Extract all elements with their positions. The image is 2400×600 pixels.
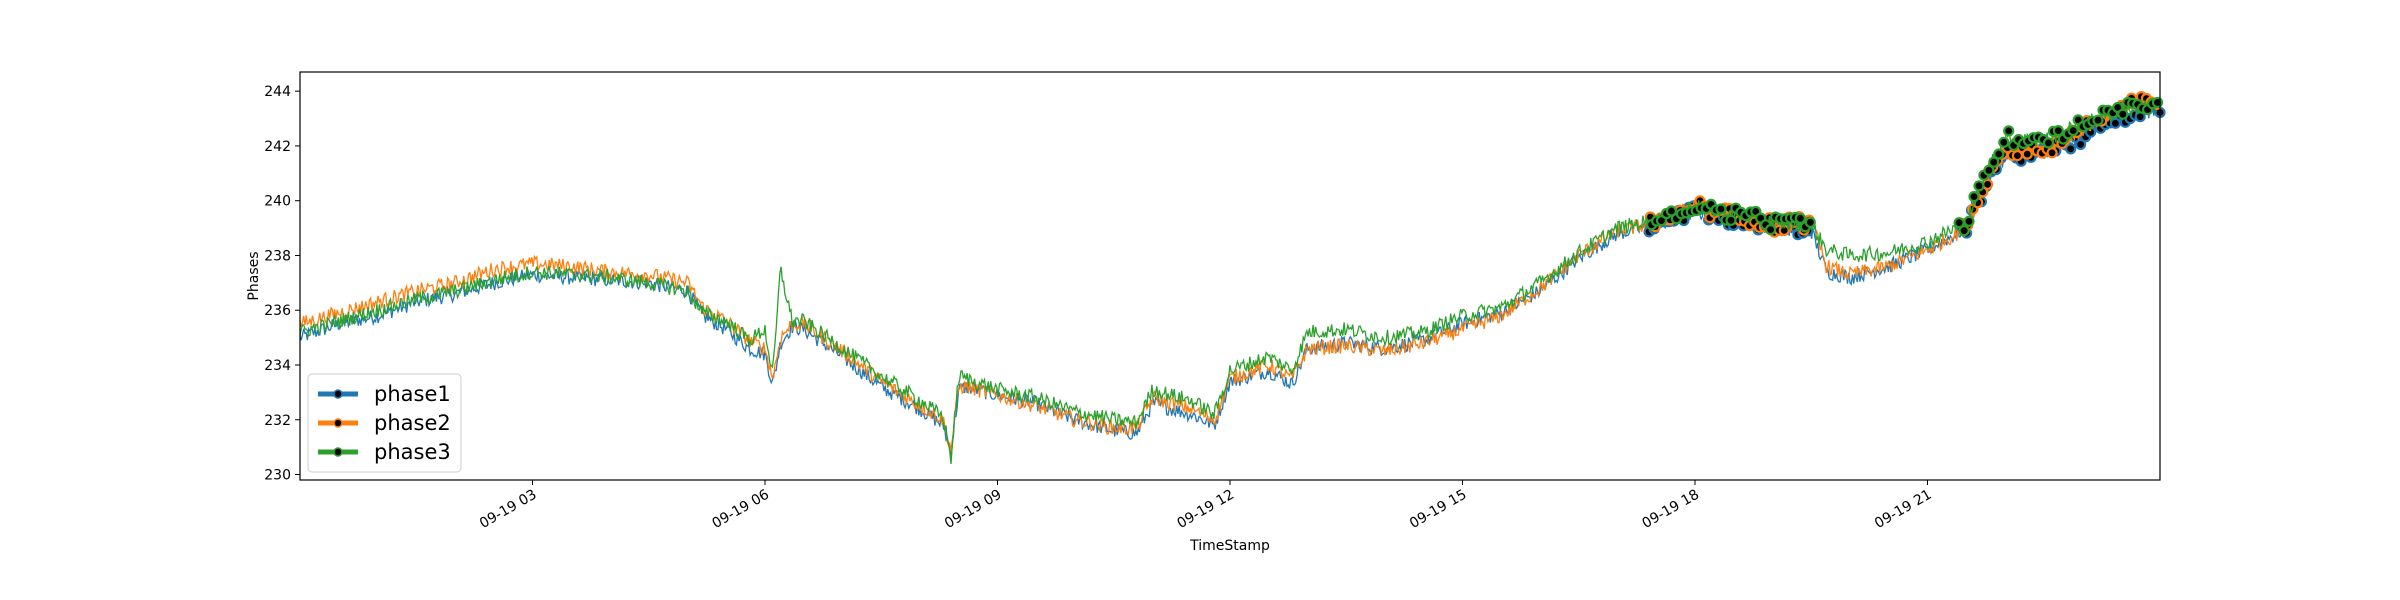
- point-marker-phase3: [2092, 114, 2104, 126]
- point-marker-phase3: [1794, 212, 1807, 224]
- legend-box: [307, 373, 462, 473]
- point-marker-phase2: [2011, 150, 2024, 162]
- point-marker-phase3: [1804, 216, 1816, 228]
- point-marker-phase2: [1981, 178, 1994, 190]
- legend: phase1 phase2 phase3: [307, 373, 462, 473]
- point-marker-phase3: [2042, 137, 2054, 149]
- point-marker-phase3: [1725, 214, 1737, 226]
- point-marker-phase1: [2065, 143, 2077, 155]
- point-marker-phase3: [1764, 224, 1777, 236]
- point-marker-phase3: [1715, 203, 1727, 215]
- point-marker-phase2: [2021, 148, 2033, 160]
- point-marker-phase3: [1993, 148, 2005, 160]
- point-marker-phase3: [1973, 180, 1985, 192]
- point-marker-phase2: [2046, 147, 2058, 159]
- plot-area: [299, 71, 2166, 481]
- point-marker-phase3: [1998, 136, 2010, 148]
- point-marker-phase3: [2151, 96, 2164, 109]
- y-tick-label-234: 234: [264, 358, 291, 374]
- point-marker-phase3: [1665, 205, 1678, 217]
- y-tick-label-232: 232: [264, 413, 291, 429]
- y-tick-label-244: 244: [264, 84, 291, 100]
- point-marker-phase3: [2067, 125, 2079, 137]
- point-marker-phase3: [1983, 164, 1995, 176]
- point-marker-phase3: [1988, 156, 2000, 168]
- x-axis-title: TimeStamp: [1189, 538, 1270, 554]
- legend-marker-phase3: [333, 447, 343, 457]
- point-marker-phase3: [2052, 125, 2064, 137]
- legend-label-phase2: phase2: [374, 411, 451, 435]
- legend-label-phase1: phase1: [374, 382, 451, 406]
- legend-label-phase3: phase3: [374, 440, 451, 464]
- point-marker-phase3: [1963, 215, 1975, 227]
- y-axis: 230 232 234 236 238 240 242 244: [264, 84, 300, 484]
- point-marker-phase1: [2075, 138, 2087, 150]
- y-axis-title: Phases: [246, 251, 262, 300]
- point-marker-phase3: [1958, 225, 1970, 237]
- plot-background: [300, 72, 2160, 480]
- series-line-phase3: [299, 97, 2161, 465]
- series-layer: [299, 90, 2166, 465]
- y-tick-label-240: 240: [264, 194, 291, 210]
- point-marker-phase3: [1968, 191, 1980, 203]
- series-line-phase2: [299, 93, 2161, 452]
- y-tick-label-230: 230: [264, 468, 291, 484]
- y-tick-label-236: 236: [264, 303, 291, 319]
- y-tick-label-238: 238: [264, 248, 291, 264]
- y-tick-label-242: 242: [264, 139, 291, 155]
- legend-marker-phase1: [333, 389, 343, 399]
- point-marker-phase3: [2117, 108, 2129, 120]
- legend-marker-phase2: [333, 418, 343, 428]
- series-phase3: [299, 96, 2164, 465]
- point-marker-phase3: [2003, 125, 2015, 137]
